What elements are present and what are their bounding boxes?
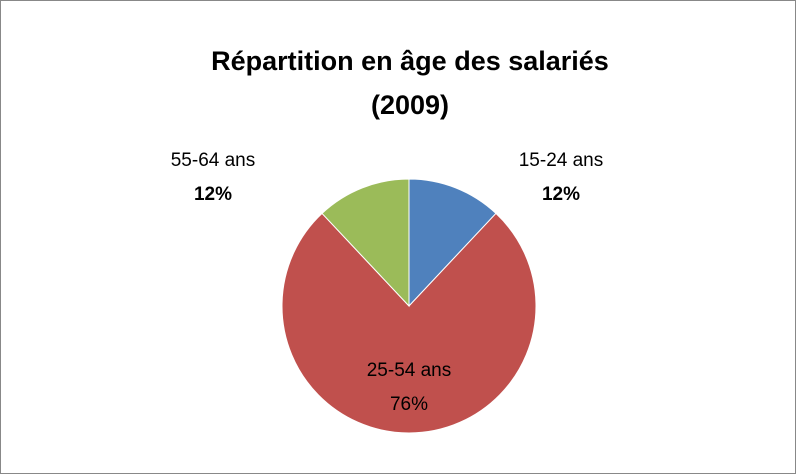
pie-slice [321, 178, 410, 308]
chart-title: Répartition en âge des salariés (2009) [211, 46, 609, 120]
slice-label: 25-54 ans [367, 360, 452, 381]
slice-label: 15-24 ans [519, 150, 604, 171]
slice-value: 12% [542, 184, 580, 205]
pie-slice [408, 178, 497, 308]
slice-value: 12% [194, 184, 232, 205]
slice-value: 76% [390, 394, 428, 415]
slice-label: 55-64 ans [171, 150, 256, 171]
pie-slice [281, 212, 537, 434]
